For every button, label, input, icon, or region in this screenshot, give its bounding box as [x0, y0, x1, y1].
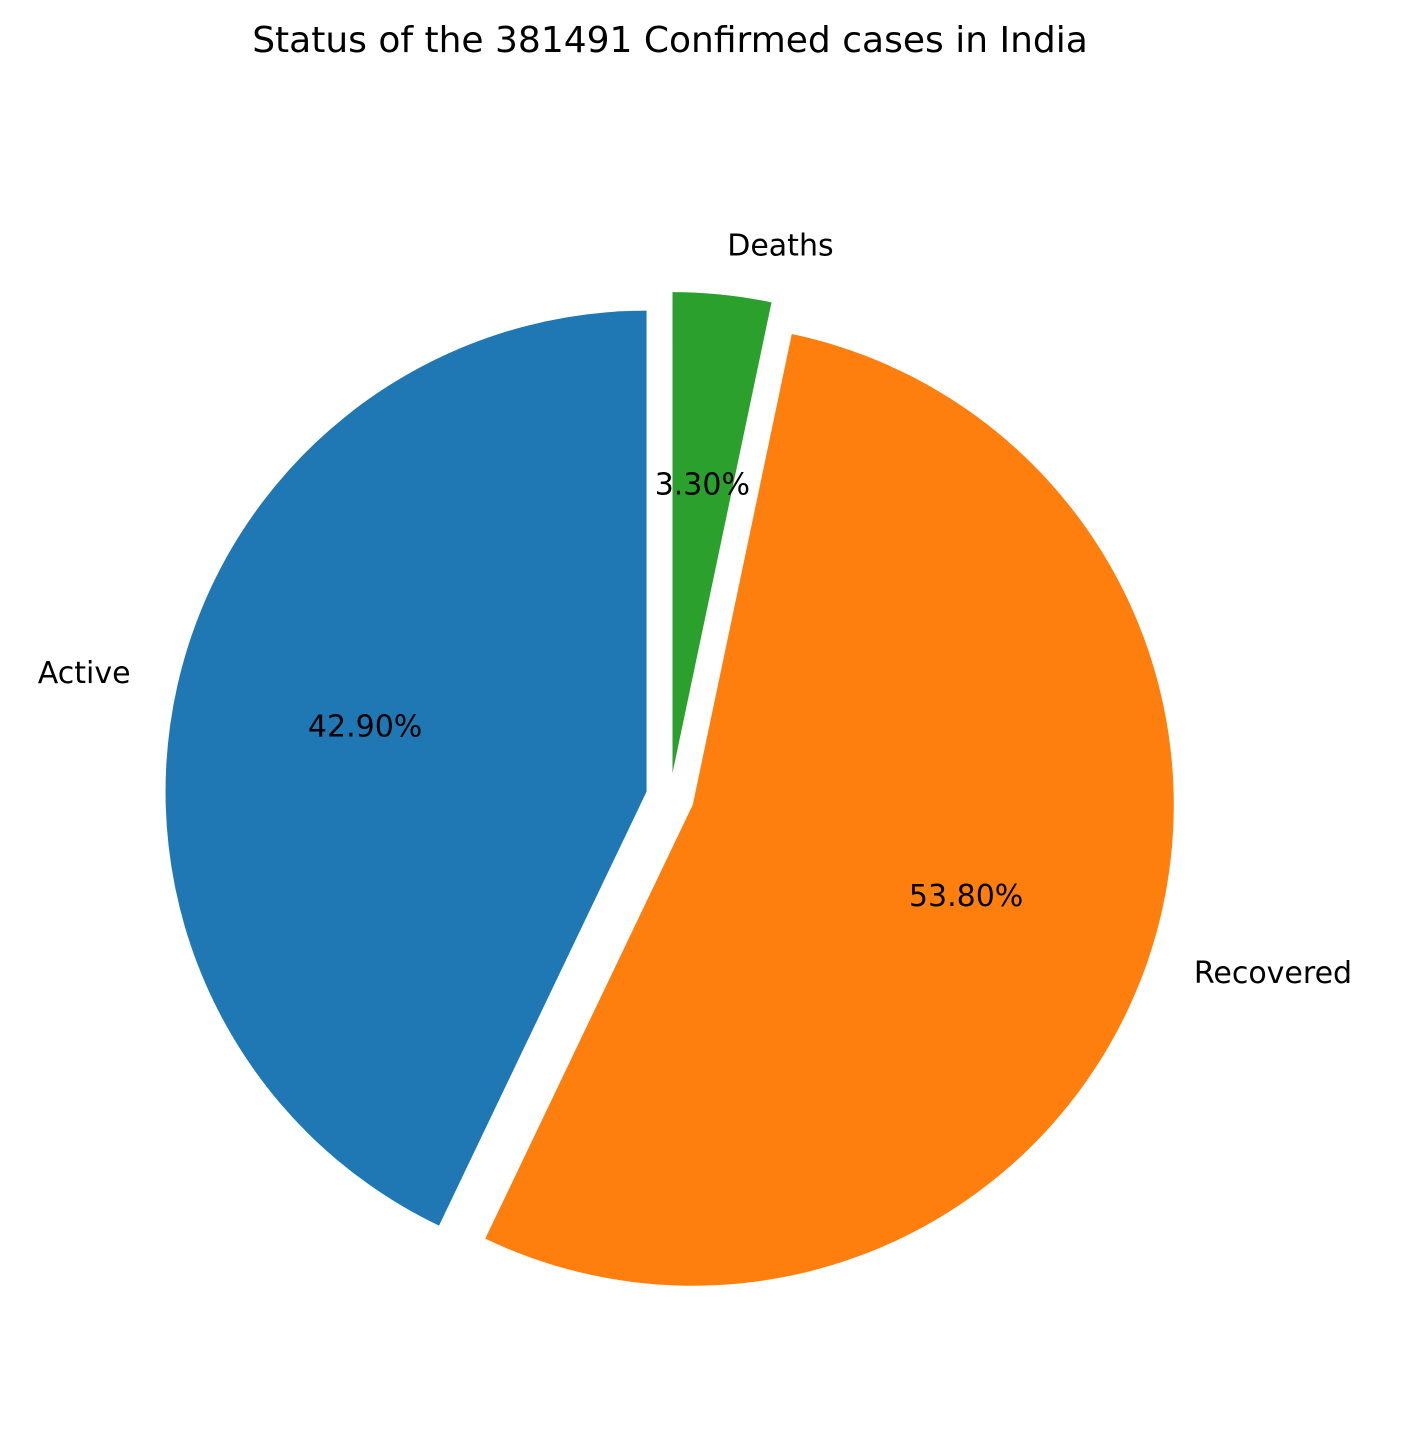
slice-percent-labels: 42.90% 53.80% 3.30%	[308, 468, 1023, 914]
slice-percent-deaths: 3.30%	[655, 468, 750, 503]
pie-slice-deaths	[672, 292, 772, 774]
slice-label-recovered: Recovered	[1194, 956, 1352, 991]
slice-category-labels: Active Recovered Deaths	[38, 228, 1352, 991]
pie-slice-recovered	[485, 334, 1174, 1286]
slice-label-active: Active	[38, 656, 131, 691]
slice-percent-active: 42.90%	[308, 709, 422, 744]
slice-percent-recovered: 53.80%	[909, 879, 1023, 914]
pie-slices	[165, 292, 1174, 1286]
slice-label-deaths: Deaths	[727, 228, 833, 263]
chart-title: Status of the 381491 Confirmed cases in …	[252, 20, 1088, 61]
pie-slice-active	[165, 310, 647, 1226]
